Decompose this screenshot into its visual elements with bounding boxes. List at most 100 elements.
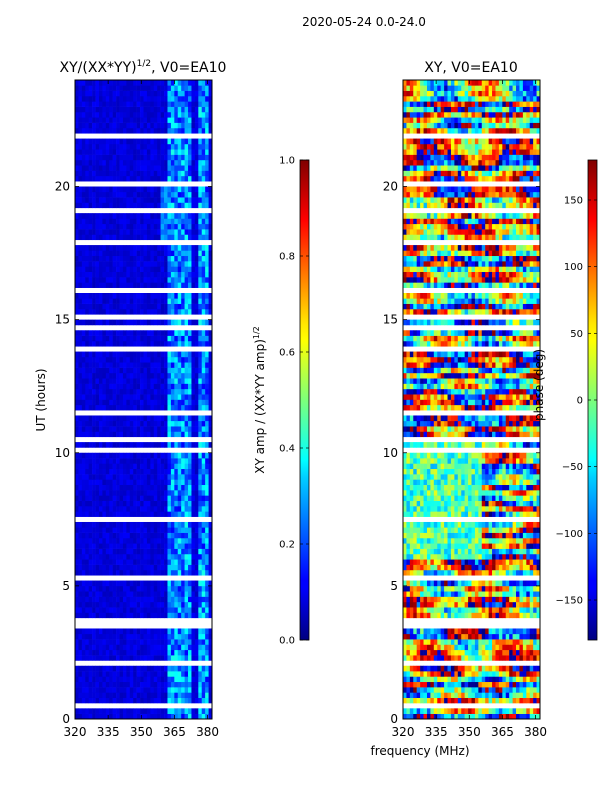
heatmap-cell	[98, 250, 103, 257]
heatmap-cell	[146, 591, 151, 597]
heatmap-cell	[92, 170, 96, 177]
heatmap-cell	[191, 474, 196, 480]
heatmap-cell	[450, 681, 455, 688]
heatmap-cell	[92, 655, 96, 661]
heatmap-cell	[102, 165, 107, 171]
heatmap-cell	[188, 681, 192, 688]
heatmap-cell	[208, 319, 212, 326]
heatmap-cell	[105, 639, 110, 645]
heatmap-cell	[157, 229, 161, 235]
heatmap-cell	[188, 543, 192, 549]
heatmap-cell	[198, 585, 203, 592]
heatmap-cell	[167, 154, 172, 161]
heatmap-cell	[509, 697, 513, 704]
heatmap-cell	[170, 255, 175, 262]
heatmap-cell	[105, 532, 110, 539]
heatmap-cell	[85, 234, 89, 241]
heatmap-cell	[122, 351, 127, 358]
heatmap-cell	[474, 585, 479, 592]
heatmap-cell	[198, 340, 203, 347]
heatmap-cell	[140, 692, 144, 699]
heatmap-cell	[150, 383, 155, 390]
heatmap-cell	[160, 506, 165, 512]
heatmap-cell	[109, 367, 113, 374]
heatmap-cell	[444, 585, 448, 592]
heatmap-cell	[119, 559, 124, 565]
heatmap-cell	[98, 356, 103, 363]
heatmap-cell	[478, 681, 483, 688]
heatmap-cell	[78, 138, 83, 145]
heatmap-cell	[457, 692, 462, 699]
heatmap-cell	[181, 607, 185, 613]
heatmap-cell	[516, 676, 520, 683]
heatmap-cell	[164, 143, 168, 150]
heatmap-cell	[133, 474, 137, 480]
heatmap-cell	[416, 596, 421, 603]
heatmap-cell	[140, 335, 144, 342]
heatmap-cell	[468, 580, 472, 587]
heatmap-cell	[143, 553, 148, 560]
heatmap-cell	[75, 596, 79, 603]
heatmap-cell	[208, 559, 212, 565]
heatmap-cell	[78, 127, 83, 134]
heatmap-cell	[75, 527, 79, 533]
heatmap-cell	[454, 676, 459, 683]
heatmap-cell	[102, 101, 107, 107]
heatmap-cell	[81, 585, 86, 592]
heatmap-cell	[109, 463, 113, 470]
heatmap-cell	[116, 202, 120, 209]
heatmap-cell	[468, 607, 472, 613]
heatmap-cell	[78, 687, 83, 693]
heatmap-cell	[208, 687, 212, 693]
heatmap-cell	[133, 282, 137, 288]
heatmap-cell	[140, 644, 144, 651]
heatmap-cell	[198, 474, 203, 480]
heatmap-cell	[191, 431, 196, 438]
heatmap-cell	[81, 378, 86, 384]
heatmap-cell	[164, 431, 168, 438]
heatmap-cell	[201, 319, 206, 326]
heatmap-cell	[198, 692, 203, 699]
heatmap-cell	[184, 250, 189, 257]
heatmap-cell	[81, 479, 86, 486]
heatmap-cell	[78, 293, 83, 299]
heatmap-cell	[471, 601, 476, 608]
heatmap-cell	[181, 484, 185, 491]
heatmap-cell	[157, 415, 161, 422]
heatmap-cell	[140, 639, 144, 645]
heatmap-cell	[122, 442, 127, 448]
heatmap-cell	[454, 671, 459, 677]
heatmap-cell	[406, 697, 411, 704]
heatmap-cell	[495, 607, 500, 613]
heatmap-cell	[88, 490, 93, 496]
heatmap-cell	[105, 106, 110, 113]
heatmap-cell	[78, 527, 83, 533]
heatmap-cell	[92, 452, 96, 459]
heatmap-cell	[81, 197, 86, 203]
heatmap-cell	[92, 500, 96, 507]
heatmap-cell	[201, 708, 206, 714]
heatmap-cell	[109, 537, 113, 544]
heatmap-cell	[160, 223, 165, 230]
heatmap-cell	[170, 191, 175, 198]
heatmap-cell	[85, 569, 89, 576]
heatmap-cell	[157, 356, 161, 363]
heatmap-cell	[92, 676, 96, 683]
heatmap-cell	[116, 308, 120, 315]
heatmap-cell	[170, 671, 175, 677]
heatmap-cell	[78, 229, 83, 235]
heatmap-cell	[95, 266, 100, 273]
heatmap-cell	[75, 111, 79, 118]
heatmap-cell	[184, 186, 189, 193]
heatmap-cell	[153, 85, 158, 91]
heatmap-cell	[98, 362, 103, 368]
heatmap-cell	[198, 80, 203, 86]
heatmap-cell	[160, 303, 165, 310]
heatmap-cell	[164, 553, 168, 560]
heatmap-cell	[205, 426, 209, 432]
heatmap-cell	[116, 452, 120, 459]
heatmap-cell	[98, 277, 103, 283]
heatmap-cell	[505, 697, 510, 704]
heatmap-cell	[105, 165, 110, 171]
heatmap-cell	[188, 308, 192, 315]
